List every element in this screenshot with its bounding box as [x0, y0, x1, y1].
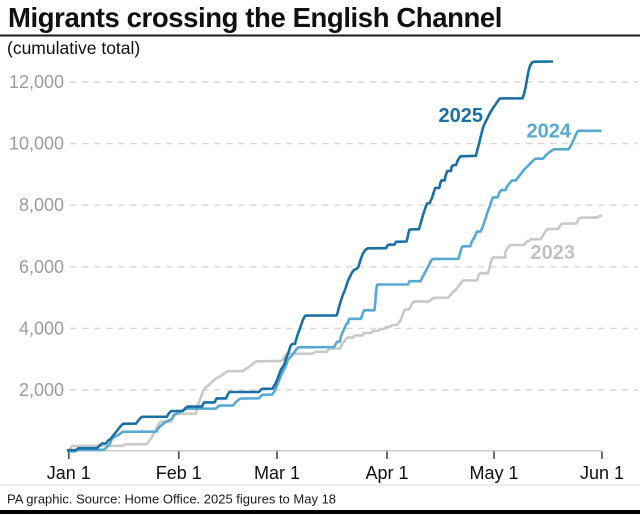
svg-text:Mar 1: Mar 1 — [254, 463, 300, 483]
svg-text:(cumulative total): (cumulative total) — [7, 38, 140, 58]
svg-text:2023: 2023 — [531, 242, 576, 264]
svg-text:Jan 1: Jan 1 — [47, 463, 91, 483]
svg-text:PA graphic. Source: Home Offic: PA graphic. Source: Home Office. 2025 fi… — [7, 492, 336, 507]
svg-text:2025: 2025 — [439, 105, 484, 127]
svg-text:10,000: 10,000 — [9, 134, 64, 154]
svg-text:May 1: May 1 — [469, 463, 518, 483]
svg-text:4,000: 4,000 — [19, 318, 64, 338]
svg-text:Apr 1: Apr 1 — [365, 463, 408, 483]
svg-text:2,000: 2,000 — [19, 380, 64, 400]
svg-text:Feb 1: Feb 1 — [156, 463, 202, 483]
svg-text:12,000: 12,000 — [9, 72, 64, 92]
svg-text:Migrants crossing the English: Migrants crossing the English Channel — [8, 2, 502, 33]
svg-text:Jun 1: Jun 1 — [580, 463, 624, 483]
svg-text:2024: 2024 — [527, 121, 572, 143]
svg-text:6,000: 6,000 — [19, 257, 64, 277]
svg-text:8,000: 8,000 — [19, 195, 64, 215]
